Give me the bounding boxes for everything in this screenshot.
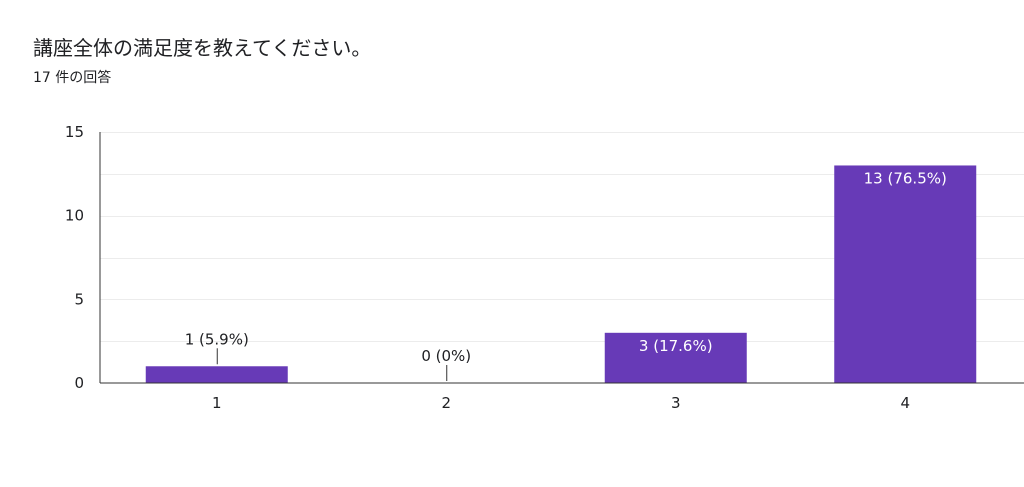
x-tick-label: 4 <box>900 394 910 412</box>
data-label: 3 (17.6%) <box>639 337 713 355</box>
question-title: 講座全体の満足度を教えてください。 <box>33 36 372 60</box>
x-tick-label: 1 <box>212 394 222 412</box>
x-tick-label: 2 <box>441 394 451 412</box>
data-label: 1 (5.9%) <box>185 330 249 348</box>
data-label: 13 (76.5%) <box>864 169 947 187</box>
bar-3 <box>604 332 747 383</box>
y-tick-label: 15 <box>65 123 84 141</box>
bar-1 <box>145 366 288 383</box>
bars <box>145 165 977 383</box>
y-tick-label: 5 <box>74 290 84 308</box>
data-labels: 1 (5.9%) 0 (0%) 3 (17.6%) 13 (76.5%) <box>185 169 947 381</box>
y-tick-label: 10 <box>65 207 84 225</box>
response-count: 17 件の回答 <box>33 70 112 86</box>
x-tick-labels: 1 2 3 4 <box>212 394 910 412</box>
bar-4 <box>834 165 977 383</box>
x-tick-label: 3 <box>671 394 681 412</box>
data-label: 0 (0%) <box>421 347 471 365</box>
y-tick-label: 0 <box>74 374 84 392</box>
y-tick-labels: 0 5 10 15 <box>65 123 84 392</box>
